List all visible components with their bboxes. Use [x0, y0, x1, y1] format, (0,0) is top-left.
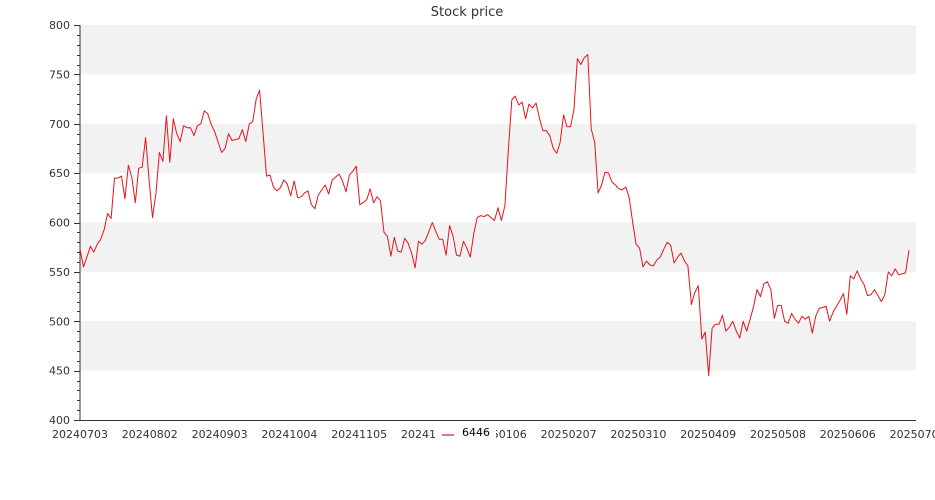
- y-axis: 400 450 500 550 600 650 700 750 800: [49, 19, 81, 427]
- x-tick-label: 20241105: [331, 428, 387, 441]
- y-tick-label: 550: [49, 266, 70, 279]
- x-tick-label: 20240703: [52, 428, 108, 441]
- grid-band: [80, 321, 916, 371]
- x-tick-label: 20250508: [750, 428, 806, 441]
- y-tick-label: 600: [49, 217, 70, 230]
- y-tick-label: 450: [49, 365, 70, 378]
- x-tick-label: 20241004: [261, 428, 317, 441]
- x-tick-label: 20250708: [890, 428, 935, 441]
- legend-label: 6446: [462, 426, 490, 439]
- series-layer: [79, 54, 910, 377]
- grid-band: [80, 25, 916, 75]
- y-tick-label: 650: [49, 167, 70, 180]
- series-line-6446: [79, 54, 910, 377]
- grid-band: [80, 222, 916, 272]
- x-tick-label: 20240903: [192, 428, 248, 441]
- legend: 6446: [436, 425, 496, 443]
- x-tick-label: 20240802: [122, 428, 178, 441]
- x-tick-label: 20250409: [680, 428, 736, 441]
- x-tick-label: 20250310: [610, 428, 666, 441]
- y-tick-label: 700: [49, 118, 70, 131]
- grid-band: [80, 123, 916, 174]
- x-tick-label: 20250207: [541, 428, 597, 441]
- x-axis: 20240703 20240802 20240903 20241004 20241105…: [52, 420, 935, 441]
- chart-title: Stock price: [431, 5, 503, 20]
- y-tick-label: 800: [49, 19, 70, 32]
- y-tick-label: 400: [49, 414, 70, 427]
- x-tick-label: 20250606: [820, 428, 876, 441]
- legend-background: [436, 425, 496, 443]
- grid-bands: [80, 25, 916, 371]
- y-tick-label: 500: [49, 315, 70, 328]
- y-tick-label: 750: [49, 68, 70, 81]
